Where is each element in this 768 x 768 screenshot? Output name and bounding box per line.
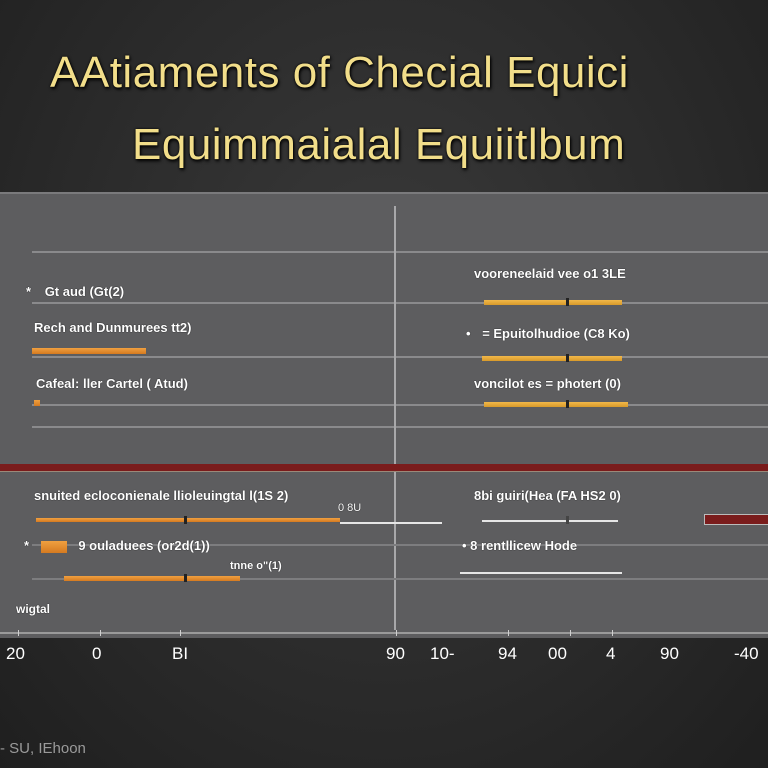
bar-marker [566,354,569,362]
gridline [32,426,768,428]
row-label: Gt aud (Gt(2) [44,284,125,299]
right-bottom-label: 8bi guiri(Hea (FA HS2 0) [474,488,621,503]
x-tick-label: 0 [92,644,102,663]
bar [460,572,622,574]
right-bottom-label: 0 8U [338,502,362,514]
bullet: * [24,538,30,553]
bullet: * [26,284,32,299]
legend-swatch [40,540,67,553]
left-bottom-label: wigtal [16,602,51,616]
bullet: • [466,326,471,341]
section-divider [0,464,768,472]
footer-credit: - SU, IEhoon [0,740,86,757]
axis-minor-tick [612,630,613,636]
axis-minor-tick [396,630,397,636]
right-top-label: vooreneelaid vee o1 3LE [474,266,626,281]
gridline [32,251,768,253]
right-bottom-label: • 8 rentllicew Hode [462,538,578,553]
row-label: = Epuitolhudioe (C8 Ko) [482,326,630,341]
bar [484,402,628,407]
gridline [32,578,768,580]
x-tick-label: 90 [660,644,679,663]
x-tick-label: 20 [6,644,25,663]
left-bottom-label: tnne o"(1) [230,560,282,572]
gridline [32,302,768,304]
right-top-label: • = Epuitolhudioe (C8 Ko) [466,326,630,341]
chart-subtitle: Equimmaialal Equiitlbum [132,120,626,169]
left-bottom-label: snuited ecloconienale llioleuingtal l(1S… [34,488,289,503]
row-label: 9 ouladuees (or2d(1)) [78,538,210,553]
bar-marker [566,298,569,306]
axis-minor-tick [180,630,181,636]
gridline [32,544,768,546]
left-bottom-label: * 9 ouladuees (or2d(1)) [24,538,210,553]
right-top-label: voncilot es = photert (0) [474,376,621,391]
axis-minor-tick [508,630,509,636]
bar [340,522,442,524]
gridline [32,404,768,406]
bar [36,518,340,522]
bar [482,356,622,361]
bar [64,576,240,581]
plot-panel [0,192,768,638]
x-axis [0,632,768,634]
x-tick-label: 90 [386,644,405,663]
x-tick-label: -40 [734,644,759,663]
bar [704,514,768,525]
left-top-label: Rech and Dunmurees tt2) [34,320,192,335]
bar-marker [184,516,187,524]
x-tick-label: 94 [498,644,517,663]
axis-minor-tick [100,630,101,636]
gridline [32,356,768,358]
bar [484,300,622,305]
chart-title: AAtiaments of Checial Equici [50,48,629,97]
bar [32,348,146,354]
x-tick-label: 00 [548,644,567,663]
x-tick-label: 10- [430,644,455,663]
center-divider [394,206,396,630]
x-tick-label: BI [172,644,189,663]
bar-marker [566,516,569,524]
bar-marker [566,400,569,408]
axis-minor-tick [570,630,571,636]
bar-marker [184,574,187,582]
bar [482,520,618,522]
x-tick-label: 4 [606,644,616,663]
left-top-label: * Gt aud (Gt(2) [26,284,124,299]
bar [34,400,40,406]
left-top-label: Cafeal: ller Cartel ( Atud) [36,376,188,391]
axis-minor-tick [18,630,19,636]
